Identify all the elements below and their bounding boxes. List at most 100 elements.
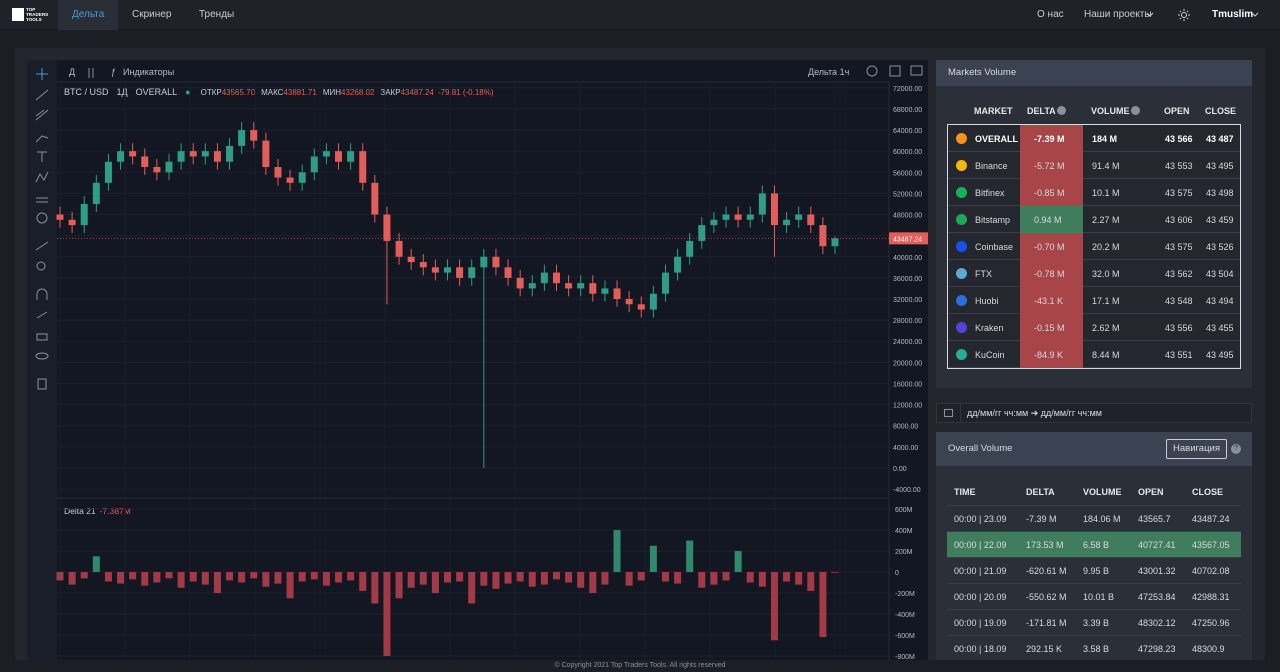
settings-icon[interactable] — [866, 65, 878, 77]
sort-icon[interactable] — [1131, 106, 1140, 115]
cell: -5.72 M — [1034, 161, 1065, 171]
candle-body — [238, 130, 246, 146]
market-row[interactable]: Binance -5.72 M 91.4 M 43 553 43 495 — [948, 152, 1240, 179]
candle-body — [153, 167, 161, 173]
ohlc-value: 43881.71 — [283, 88, 317, 97]
chevron — [1146, 12, 1154, 17]
candle-body — [674, 256, 682, 273]
cell: -620.61 M — [1026, 566, 1067, 576]
cell: 2.62 M — [1092, 323, 1120, 333]
candle-body — [734, 214, 742, 220]
overall-row[interactable]: 00:00 | 20.09 -550.62 M 10.01 B 47253.84 429… — [947, 583, 1241, 609]
cell: Bitstamp — [975, 215, 1011, 225]
interval: 1Д — [117, 87, 128, 97]
cell: OVERALL — [975, 134, 1019, 144]
nav-button[interactable]: Навигация — [1166, 439, 1227, 459]
delta-bar — [347, 572, 355, 581]
overall-row[interactable]: 00:00 | 19.09 -171.81 M 3.39 B 48302.12 4725… — [947, 609, 1241, 635]
candle-body — [686, 240, 694, 257]
date-input[interactable]: дд/мм/гг чч:мм ➔ дд/мм/гг чч:мм — [936, 403, 1252, 423]
cell: -43.1 K — [1034, 296, 1064, 306]
calendar-icon — [937, 404, 961, 422]
cell: 10.01 B — [1083, 592, 1115, 602]
delta-bar — [565, 572, 573, 583]
overall-row[interactable]: 00:00 | 21.09 -620.61 M 9.95 B 43001.32 4070… — [947, 557, 1241, 583]
exchange-icon — [956, 349, 967, 360]
cell: 43567.05 — [1192, 540, 1230, 550]
delta-bar — [310, 572, 318, 580]
delta-bar — [359, 572, 367, 591]
cell: 40727.41 — [1138, 540, 1176, 550]
delta-bar — [661, 572, 669, 582]
cell: 91.4 M — [1092, 161, 1120, 171]
cell: 43 504 — [1206, 269, 1234, 279]
market-row[interactable]: Coinbase -0.70 M 20.2 M 43 575 43 526 — [948, 233, 1240, 260]
market-row[interactable]: Kraken -0.15 M 2.62 M 43 556 43 455 — [948, 314, 1240, 341]
column-header: DELTA — [1027, 106, 1056, 116]
delta-bar — [589, 572, 597, 594]
user-menu[interactable]: Tmuslim — [1212, 9, 1254, 20]
candle-body — [540, 272, 548, 284]
candle-body — [625, 299, 633, 305]
interval-button[interactable]: Д — [69, 67, 75, 77]
nav-tab[interactable]: Дельта — [58, 0, 119, 30]
market-row[interactable]: Huobi -43.1 K 17.1 M 43 548 43 494 — [948, 287, 1240, 314]
theme-toggle[interactable] — [1178, 9, 1190, 21]
sort-icon[interactable] — [1057, 106, 1066, 115]
candle-body — [758, 193, 766, 215]
candle-body — [504, 267, 512, 278]
delta-bar — [807, 572, 815, 591]
nav-link[interactable]: О нас — [1037, 9, 1064, 20]
cell: 47298.23 — [1138, 644, 1176, 654]
y-tick-label: 0 — [895, 570, 899, 577]
cell: 47253.84 — [1138, 592, 1176, 602]
delta-cell-bg — [1020, 179, 1083, 206]
cell: 43 553 — [1165, 161, 1193, 171]
delta-bar — [540, 572, 548, 585]
last-price-label: 43487.24 — [893, 236, 922, 243]
delta-bar — [528, 572, 536, 587]
help-icon[interactable]: ? — [1231, 444, 1241, 454]
delta-cell-bg — [1020, 152, 1083, 179]
mode-button[interactable]: Дельта 1ч — [808, 67, 850, 77]
overall-row[interactable]: 00:00 | 23.09 -7.39 M 184.06 M 43565.7 43487… — [947, 505, 1241, 531]
delta-cell-bg — [1020, 314, 1083, 341]
snapshot-icon[interactable] — [910, 65, 923, 76]
market-row[interactable]: KuCoin -84.9 K 8.44 M 43 551 43 495 — [948, 341, 1240, 368]
fullscreen-icon[interactable] — [889, 65, 901, 77]
logo-line: TRADERS — [26, 12, 49, 17]
delta-bar — [238, 572, 246, 583]
exchange-icon — [956, 268, 967, 279]
cell: 9.95 B — [1083, 566, 1110, 576]
cell: 10.1 M — [1092, 188, 1120, 198]
nav-link[interactable]: Наши проекты — [1084, 9, 1152, 20]
candle-body — [274, 167, 282, 178]
change: -79.81 (-0.18%) — [438, 88, 494, 97]
cell: 43487.24 — [1192, 514, 1230, 524]
delta-bar — [795, 572, 803, 585]
overall-row[interactable]: 00:00 | 22.09 173.53 M 6.58 B 40727.41 43567… — [947, 531, 1241, 557]
indicators-button[interactable]: Индикаторы — [123, 67, 174, 77]
markets-card: Markets Volume MARKET DELTA VOLUME OPEN CLOS… — [936, 60, 1252, 388]
nav-tab[interactable]: Скринер — [132, 9, 172, 20]
cell: 43 575 — [1165, 188, 1193, 198]
delta-bar — [335, 572, 343, 583]
market-row[interactable]: Bitfinex -0.85 M 10.1 M 43 575 43 498 — [948, 179, 1240, 206]
overall-row[interactable]: 00:00 | 18.09 292.15 K 3.58 B 47298.23 48300… — [947, 635, 1241, 660]
market-row[interactable]: FTX -0.78 M 32.0 M 43 562 43 504 — [948, 260, 1240, 287]
cell: -0.78 M — [1034, 269, 1065, 279]
cell: 43565.7 — [1138, 514, 1171, 524]
delta-bar — [601, 572, 609, 585]
fx-icon: ƒ — [111, 67, 116, 77]
y-tick-label: 68000.00 — [893, 107, 922, 114]
market-row[interactable]: Bitstamp 0.94 M 2.27 M 43 606 43 459 — [948, 206, 1240, 233]
candle-body — [783, 219, 791, 226]
nav-tab[interactable]: Тренды — [199, 9, 235, 20]
market-row[interactable]: OVERALL -7.39 M 184 M 43 566 43 487 — [948, 125, 1240, 152]
candle-body — [637, 304, 645, 310]
cell: 6.58 B — [1083, 540, 1110, 550]
exchange-icon — [956, 322, 967, 333]
logo-text: TOP TRADERS TOOLS — [26, 7, 48, 22]
cell: 43 498 — [1206, 188, 1234, 198]
